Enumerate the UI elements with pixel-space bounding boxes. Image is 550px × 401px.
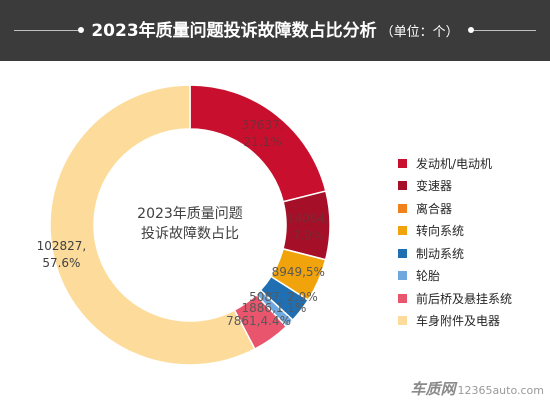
chart-title-text: 2023年质量问题投诉故障数占比分析: [91, 21, 377, 41]
legend-label: 发动机/电动机: [416, 156, 493, 171]
legend-item-2: 变速器: [398, 175, 548, 198]
legend-swatch: [398, 158, 407, 168]
watermark-url: 12365auto.com: [457, 384, 544, 397]
center-label-line1: 2023年质量问题: [137, 206, 243, 222]
data-label-segment-1: 37637, 21.1%: [242, 118, 284, 149]
legend-item-5: 制动系统: [398, 242, 548, 265]
title-rule-right: [474, 30, 536, 31]
legend-label: 轮胎: [416, 269, 441, 284]
chart-title-unit: （单位：个）: [380, 25, 459, 40]
data-label-segment-5: 5087, 2.9%: [249, 290, 318, 304]
watermark-logo: 车质网: [410, 380, 456, 398]
legend-swatch: [398, 248, 407, 258]
legend-item-3: 离合器: [398, 197, 548, 220]
donut-segment-8: [49, 84, 256, 366]
title-dot-left: [78, 27, 84, 33]
watermark: 车质网 12365auto.com: [410, 378, 544, 399]
center-label-line2: 投诉故障数占比: [141, 226, 239, 242]
legend-swatch: [398, 181, 407, 191]
legend-label: 车身附件及电器: [416, 314, 501, 329]
data-label-segment-4: 8949,5%: [272, 265, 325, 279]
legend-item-8: 车身附件及电器: [398, 310, 548, 333]
title-rule-left: [14, 30, 78, 31]
legend-swatch: [398, 293, 407, 303]
legend-item-6: 轮胎: [398, 265, 548, 288]
legend-item-1: 发动机/电动机: [398, 152, 548, 175]
title-dot-right: [468, 27, 474, 33]
legend-label: 前后桥及悬挂系统: [416, 291, 513, 306]
legend-swatch: [398, 316, 407, 326]
legend-item-4: 转向系统: [398, 220, 548, 243]
legend-item-7: 前后桥及悬挂系统: [398, 287, 548, 310]
legend-label: 转向系统: [416, 224, 465, 239]
data-label-segment-8: 102827, 57.6%: [37, 239, 87, 270]
legend-swatch: [398, 203, 407, 213]
data-label-segment-2: 14064, 7.9%: [287, 211, 329, 242]
donut-segment-2: [282, 190, 331, 261]
legend-swatch: [398, 271, 407, 281]
donut-center-label: 2023年质量问题 投诉故障数占比: [110, 204, 270, 244]
legend-label: 变速器: [416, 179, 453, 194]
title-bar: 2023年质量问题投诉故障数占比分析 （单位：个）: [0, 0, 550, 61]
data-label-segment-6: 1886,1.1%: [242, 301, 307, 315]
chart-legend: 发动机/电动机 变速器离合器转向系统制动系统轮胎前后桥及悬挂系统 车身附件及电器: [398, 152, 548, 332]
data-label-segment-7: 7861,4.4%: [226, 314, 291, 328]
legend-swatch: [398, 226, 407, 236]
legend-label: 制动系统: [416, 246, 465, 261]
chart-title: 2023年质量问题投诉故障数占比分析 （单位：个）: [0, 0, 550, 61]
legend-label: 离合器: [416, 201, 453, 216]
